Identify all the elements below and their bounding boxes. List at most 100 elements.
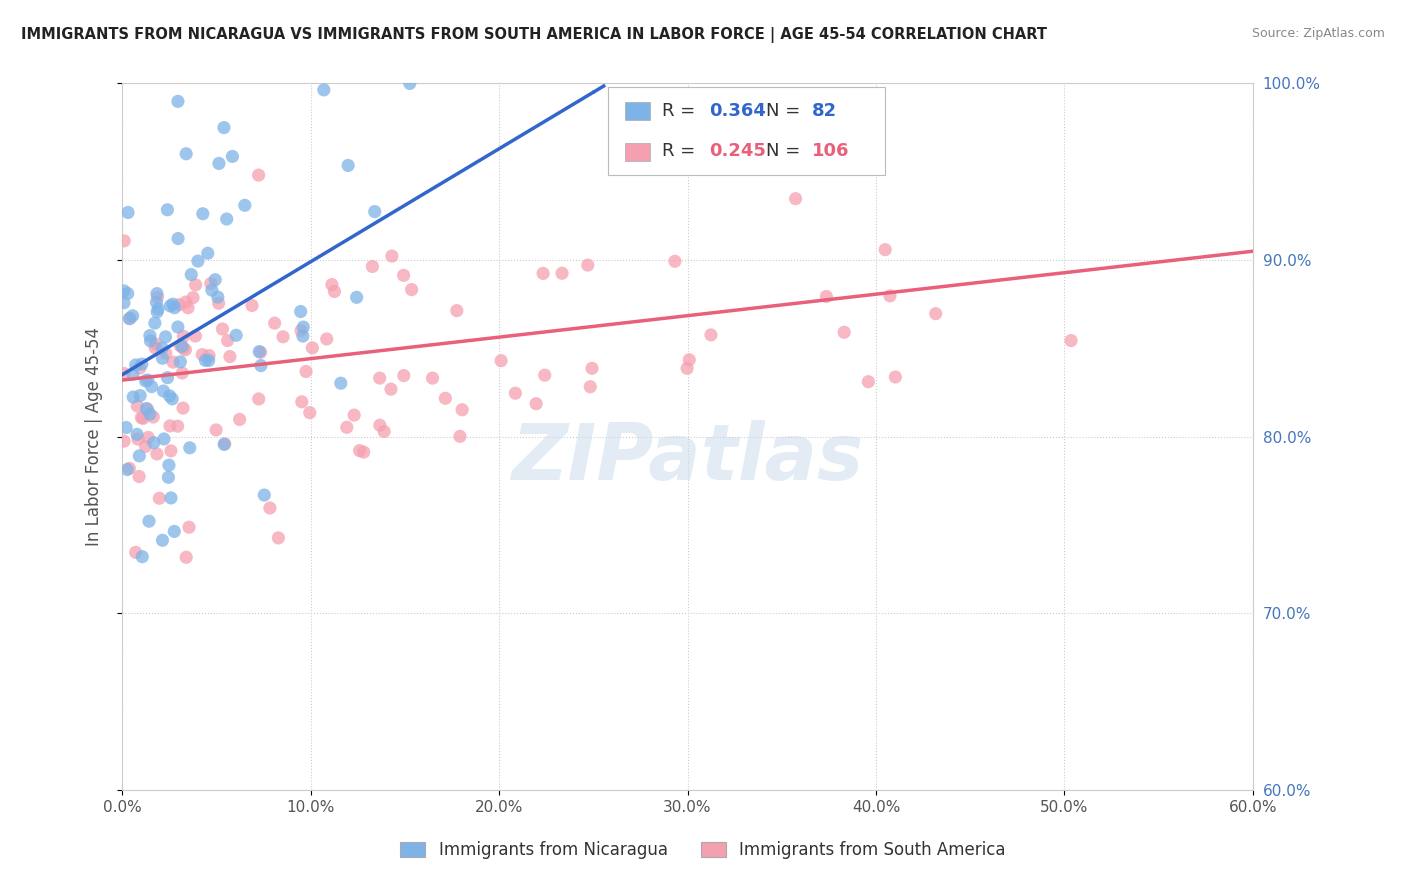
Point — [353, 445, 375, 459]
Point — [125, 358, 148, 372]
Point — [191, 207, 214, 221]
Point — [172, 342, 194, 356]
Point — [184, 329, 207, 343]
Point — [204, 273, 226, 287]
Point — [112, 284, 135, 298]
Point — [449, 429, 471, 443]
Point — [349, 443, 371, 458]
Point — [127, 399, 149, 413]
Point — [312, 83, 335, 97]
Point — [247, 168, 270, 182]
Point — [221, 149, 243, 163]
Point — [177, 520, 200, 534]
Point — [132, 411, 155, 425]
Point — [143, 341, 166, 355]
Point — [336, 420, 359, 434]
Text: R =: R = — [661, 102, 700, 120]
Text: 0.364: 0.364 — [709, 102, 766, 120]
Point — [664, 254, 686, 268]
Point — [128, 469, 150, 483]
Point — [392, 368, 415, 383]
Point — [139, 334, 162, 348]
Point — [298, 406, 321, 420]
Point — [159, 299, 181, 313]
Point — [200, 277, 222, 291]
Point — [215, 212, 238, 227]
Point — [579, 380, 602, 394]
Point — [112, 434, 135, 449]
Point — [138, 514, 160, 528]
Point — [531, 266, 554, 280]
Point — [181, 291, 204, 305]
Point — [135, 374, 157, 388]
Point — [225, 328, 247, 343]
Point — [191, 348, 214, 362]
Point — [401, 283, 423, 297]
Point — [212, 120, 235, 135]
Point — [180, 268, 202, 282]
Point — [163, 301, 186, 315]
Point — [160, 491, 183, 505]
Point — [166, 419, 188, 434]
Text: 82: 82 — [811, 102, 837, 120]
Point — [120, 311, 142, 326]
Point — [361, 260, 384, 274]
Point — [207, 290, 229, 304]
Point — [259, 501, 281, 516]
Point — [343, 408, 366, 422]
Point — [142, 435, 165, 450]
Text: N =: N = — [765, 102, 806, 120]
Point — [177, 301, 200, 315]
Point — [208, 156, 231, 170]
Point — [143, 316, 166, 330]
Point — [141, 379, 163, 393]
Point — [159, 389, 181, 403]
Point — [247, 344, 270, 359]
Point — [676, 361, 699, 376]
Point — [145, 337, 167, 351]
Point — [162, 297, 184, 311]
Point — [163, 524, 186, 539]
Y-axis label: In Labor Force | Age 45-54: In Labor Force | Age 45-54 — [86, 327, 103, 546]
Text: IMMIGRANTS FROM NICARAGUA VS IMMIGRANTS FROM SOUTH AMERICA IN LABOR FORCE | AGE : IMMIGRANTS FROM NICARAGUA VS IMMIGRANTS … — [21, 27, 1047, 43]
Point — [271, 330, 294, 344]
Text: 0.245: 0.245 — [709, 143, 766, 161]
Point — [112, 234, 135, 248]
Point — [127, 432, 149, 446]
Point — [451, 402, 474, 417]
Point — [315, 332, 337, 346]
Point — [263, 316, 285, 330]
Point — [290, 324, 312, 338]
Point — [148, 301, 170, 316]
Point — [832, 325, 855, 339]
Point — [135, 440, 157, 454]
Point — [131, 410, 153, 425]
Text: N =: N = — [765, 143, 806, 161]
Point — [118, 461, 141, 475]
Point — [197, 353, 219, 368]
Point — [253, 488, 276, 502]
Point — [219, 350, 242, 364]
Point — [858, 375, 880, 389]
Point — [167, 231, 190, 245]
Point — [249, 345, 271, 359]
Point — [174, 295, 197, 310]
Point — [156, 202, 179, 217]
Point — [174, 146, 197, 161]
Point — [122, 390, 145, 404]
Point — [112, 367, 135, 381]
Point — [155, 346, 177, 360]
Point — [678, 352, 700, 367]
Point — [187, 254, 209, 268]
Point — [155, 330, 177, 344]
FancyBboxPatch shape — [626, 103, 650, 120]
Point — [117, 205, 139, 219]
Point — [148, 491, 170, 506]
Point — [157, 458, 180, 472]
Point — [170, 339, 193, 353]
Point — [152, 351, 174, 366]
Point — [115, 462, 138, 476]
Point — [201, 283, 224, 297]
Point — [160, 392, 183, 406]
Point — [875, 243, 897, 257]
